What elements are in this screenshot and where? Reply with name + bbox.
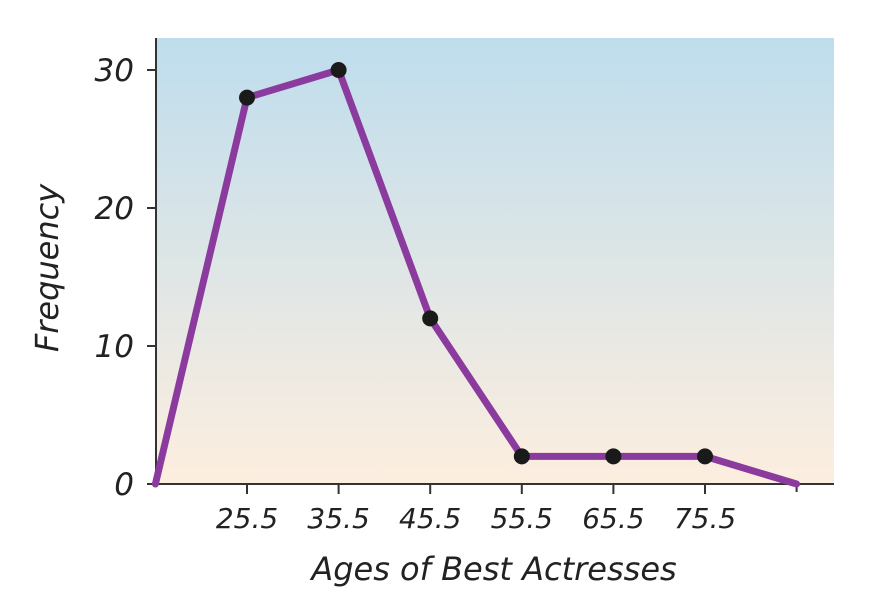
series-group: [151, 66, 801, 488]
data-point: [422, 310, 439, 327]
x-tick-label: 75.5: [674, 502, 736, 535]
y-axis-title: Frequency: [28, 183, 66, 352]
y-tick-label: 30: [95, 53, 134, 89]
y-tick-label: 0: [114, 467, 134, 503]
x-tick-label: 35.5: [307, 502, 369, 535]
x-tick-label: 65.5: [582, 502, 644, 535]
plot-area: [156, 38, 834, 484]
data-point: [605, 448, 622, 465]
labels-group: 0 10 20 30 25.5 35.5 45.5 55.5 65.5 75.5 Ages of B…: [28, 53, 736, 588]
data-point: [697, 448, 713, 465]
x-axis-title: Ages of Best Actresses: [309, 550, 676, 588]
x-tick-label: 25.5: [216, 502, 278, 535]
y-tick-label: 10: [95, 329, 134, 365]
x-tick-label: 55.5: [491, 502, 553, 535]
data-point: [513, 448, 530, 465]
y-tick-label: 20: [95, 191, 134, 227]
x-tick-label: 45.5: [399, 502, 461, 535]
axes: [147, 38, 834, 494]
points-group: [239, 62, 713, 465]
data-point: [239, 89, 255, 106]
data-point: [330, 62, 347, 78]
series-line: [151, 66, 801, 488]
